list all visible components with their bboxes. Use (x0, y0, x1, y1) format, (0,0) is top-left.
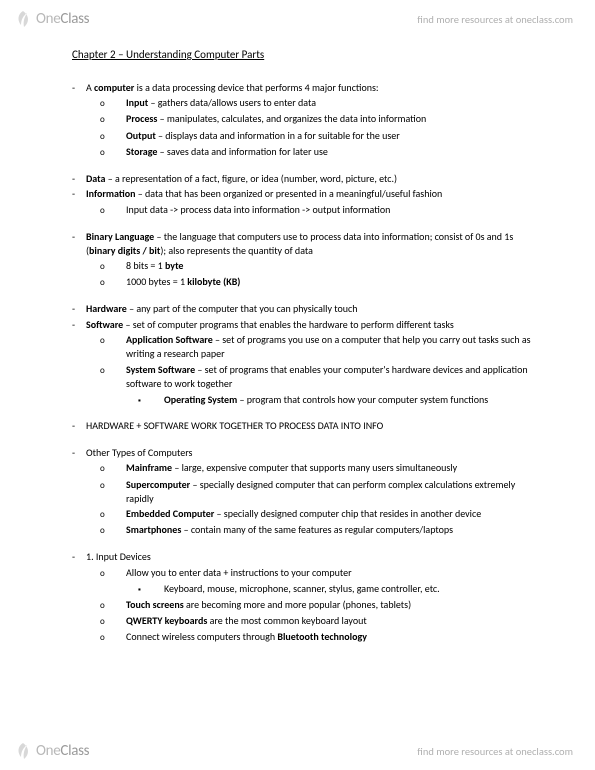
list-item: Touch screens are becoming more and more… (72, 598, 535, 612)
list-item: Data – a representation of a fact, figur… (72, 172, 535, 186)
brand-text: OneClass (36, 742, 89, 760)
list-item: Input data -> process data into informat… (72, 203, 535, 217)
list-item: Smartphones – contain many of the same f… (72, 523, 535, 537)
leaf-icon (12, 8, 34, 30)
list-item: Mainframe – large, expensive computer th… (72, 461, 535, 475)
list-item: Keyboard, mouse, microphone, scanner, st… (72, 582, 535, 596)
list-item: System Software – set of programs that e… (72, 363, 535, 391)
list-item: QWERTY keyboards are the most common key… (72, 614, 535, 628)
list-item: HARDWARE + SOFTWARE WORK TOGETHER TO PRO… (72, 419, 535, 433)
list-item: Output – displays data and information i… (72, 129, 535, 143)
footer-link[interactable]: find more resources at oneclass.com (417, 745, 573, 758)
list-item: Input – gathers data/allows users to ent… (72, 96, 535, 110)
brand-logo: OneClass (12, 740, 89, 762)
list-item: Information – data that has been organiz… (72, 187, 535, 201)
header-link[interactable]: find more resources at oneclass.com (417, 13, 573, 26)
list-item: Operating System – program that controls… (72, 393, 535, 407)
brand-text: OneClass (36, 10, 89, 28)
list-item: Software – set of computer programs that… (72, 318, 535, 332)
list-item: Supercomputer – specially designed compu… (72, 478, 535, 506)
list-item: Allow you to enter data + instructions t… (72, 566, 535, 580)
chapter-title: Chapter 2 – Understanding Computer Parts (72, 48, 535, 63)
page-footer: OneClass find more resources at oneclass… (0, 732, 595, 770)
list-item: Binary Language – the language that comp… (72, 230, 535, 257)
page-header: OneClass find more resources at oneclass… (0, 0, 595, 38)
list-item: Application Software – set of programs y… (72, 333, 535, 361)
list-item: Storage – saves data and information for… (72, 145, 535, 159)
list-item: Hardware – any part of the computer that… (72, 302, 535, 316)
list-item: 8 bits = 1 byte (72, 259, 535, 273)
list-item: Embedded Computer – specially designed c… (72, 507, 535, 521)
list-item: Connect wireless computers through Bluet… (72, 630, 535, 644)
document-body: Chapter 2 – Understanding Computer Parts… (72, 48, 535, 722)
list-item: A computer is a data processing device t… (72, 81, 535, 95)
brand-logo: OneClass (12, 8, 89, 30)
list-item: Other Types of Computers (72, 446, 535, 460)
list-item: Process – manipulates, calculates, and o… (72, 112, 535, 126)
list-item: 1000 bytes = 1 kilobyte (KB) (72, 275, 535, 289)
leaf-icon (12, 740, 34, 762)
list-item: 1. Input Devices (72, 550, 535, 564)
